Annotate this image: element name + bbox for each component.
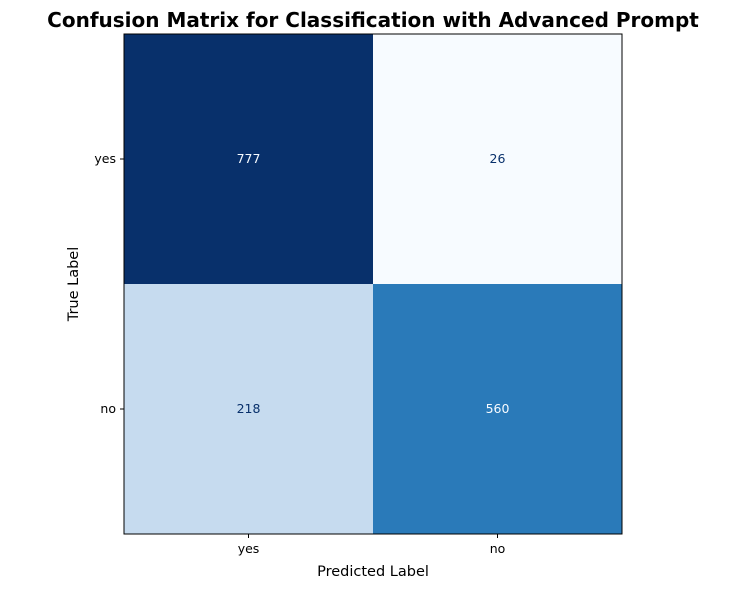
x-tick-label: no bbox=[490, 541, 506, 556]
y-tick-label: yes bbox=[94, 151, 116, 166]
matrix-cell-yes-no bbox=[373, 34, 622, 284]
matrix-cell-labels: 777 26 218 560 bbox=[237, 151, 510, 416]
cell-value-yes-yes: 777 bbox=[237, 151, 261, 166]
cell-value-no-no: 560 bbox=[486, 401, 510, 416]
cell-value-no-yes: 218 bbox=[237, 401, 261, 416]
y-axis-label: True Label bbox=[66, 247, 82, 323]
cell-value-yes-no: 26 bbox=[490, 151, 506, 166]
matrix-cells bbox=[124, 34, 622, 534]
plot-frame bbox=[123, 33, 623, 535]
matrix-cell-no-no bbox=[373, 284, 622, 534]
axis-ticks: yes no yes no bbox=[94, 151, 505, 556]
x-tick-label: yes bbox=[238, 541, 260, 556]
matrix-cell-no-yes bbox=[124, 284, 373, 534]
chart-title: Confusion Matrix for Classification with… bbox=[47, 8, 699, 32]
matrix-cell-yes-yes bbox=[124, 34, 373, 284]
x-axis-label: Predicted Label bbox=[317, 564, 429, 580]
y-tick-label: no bbox=[100, 401, 116, 416]
